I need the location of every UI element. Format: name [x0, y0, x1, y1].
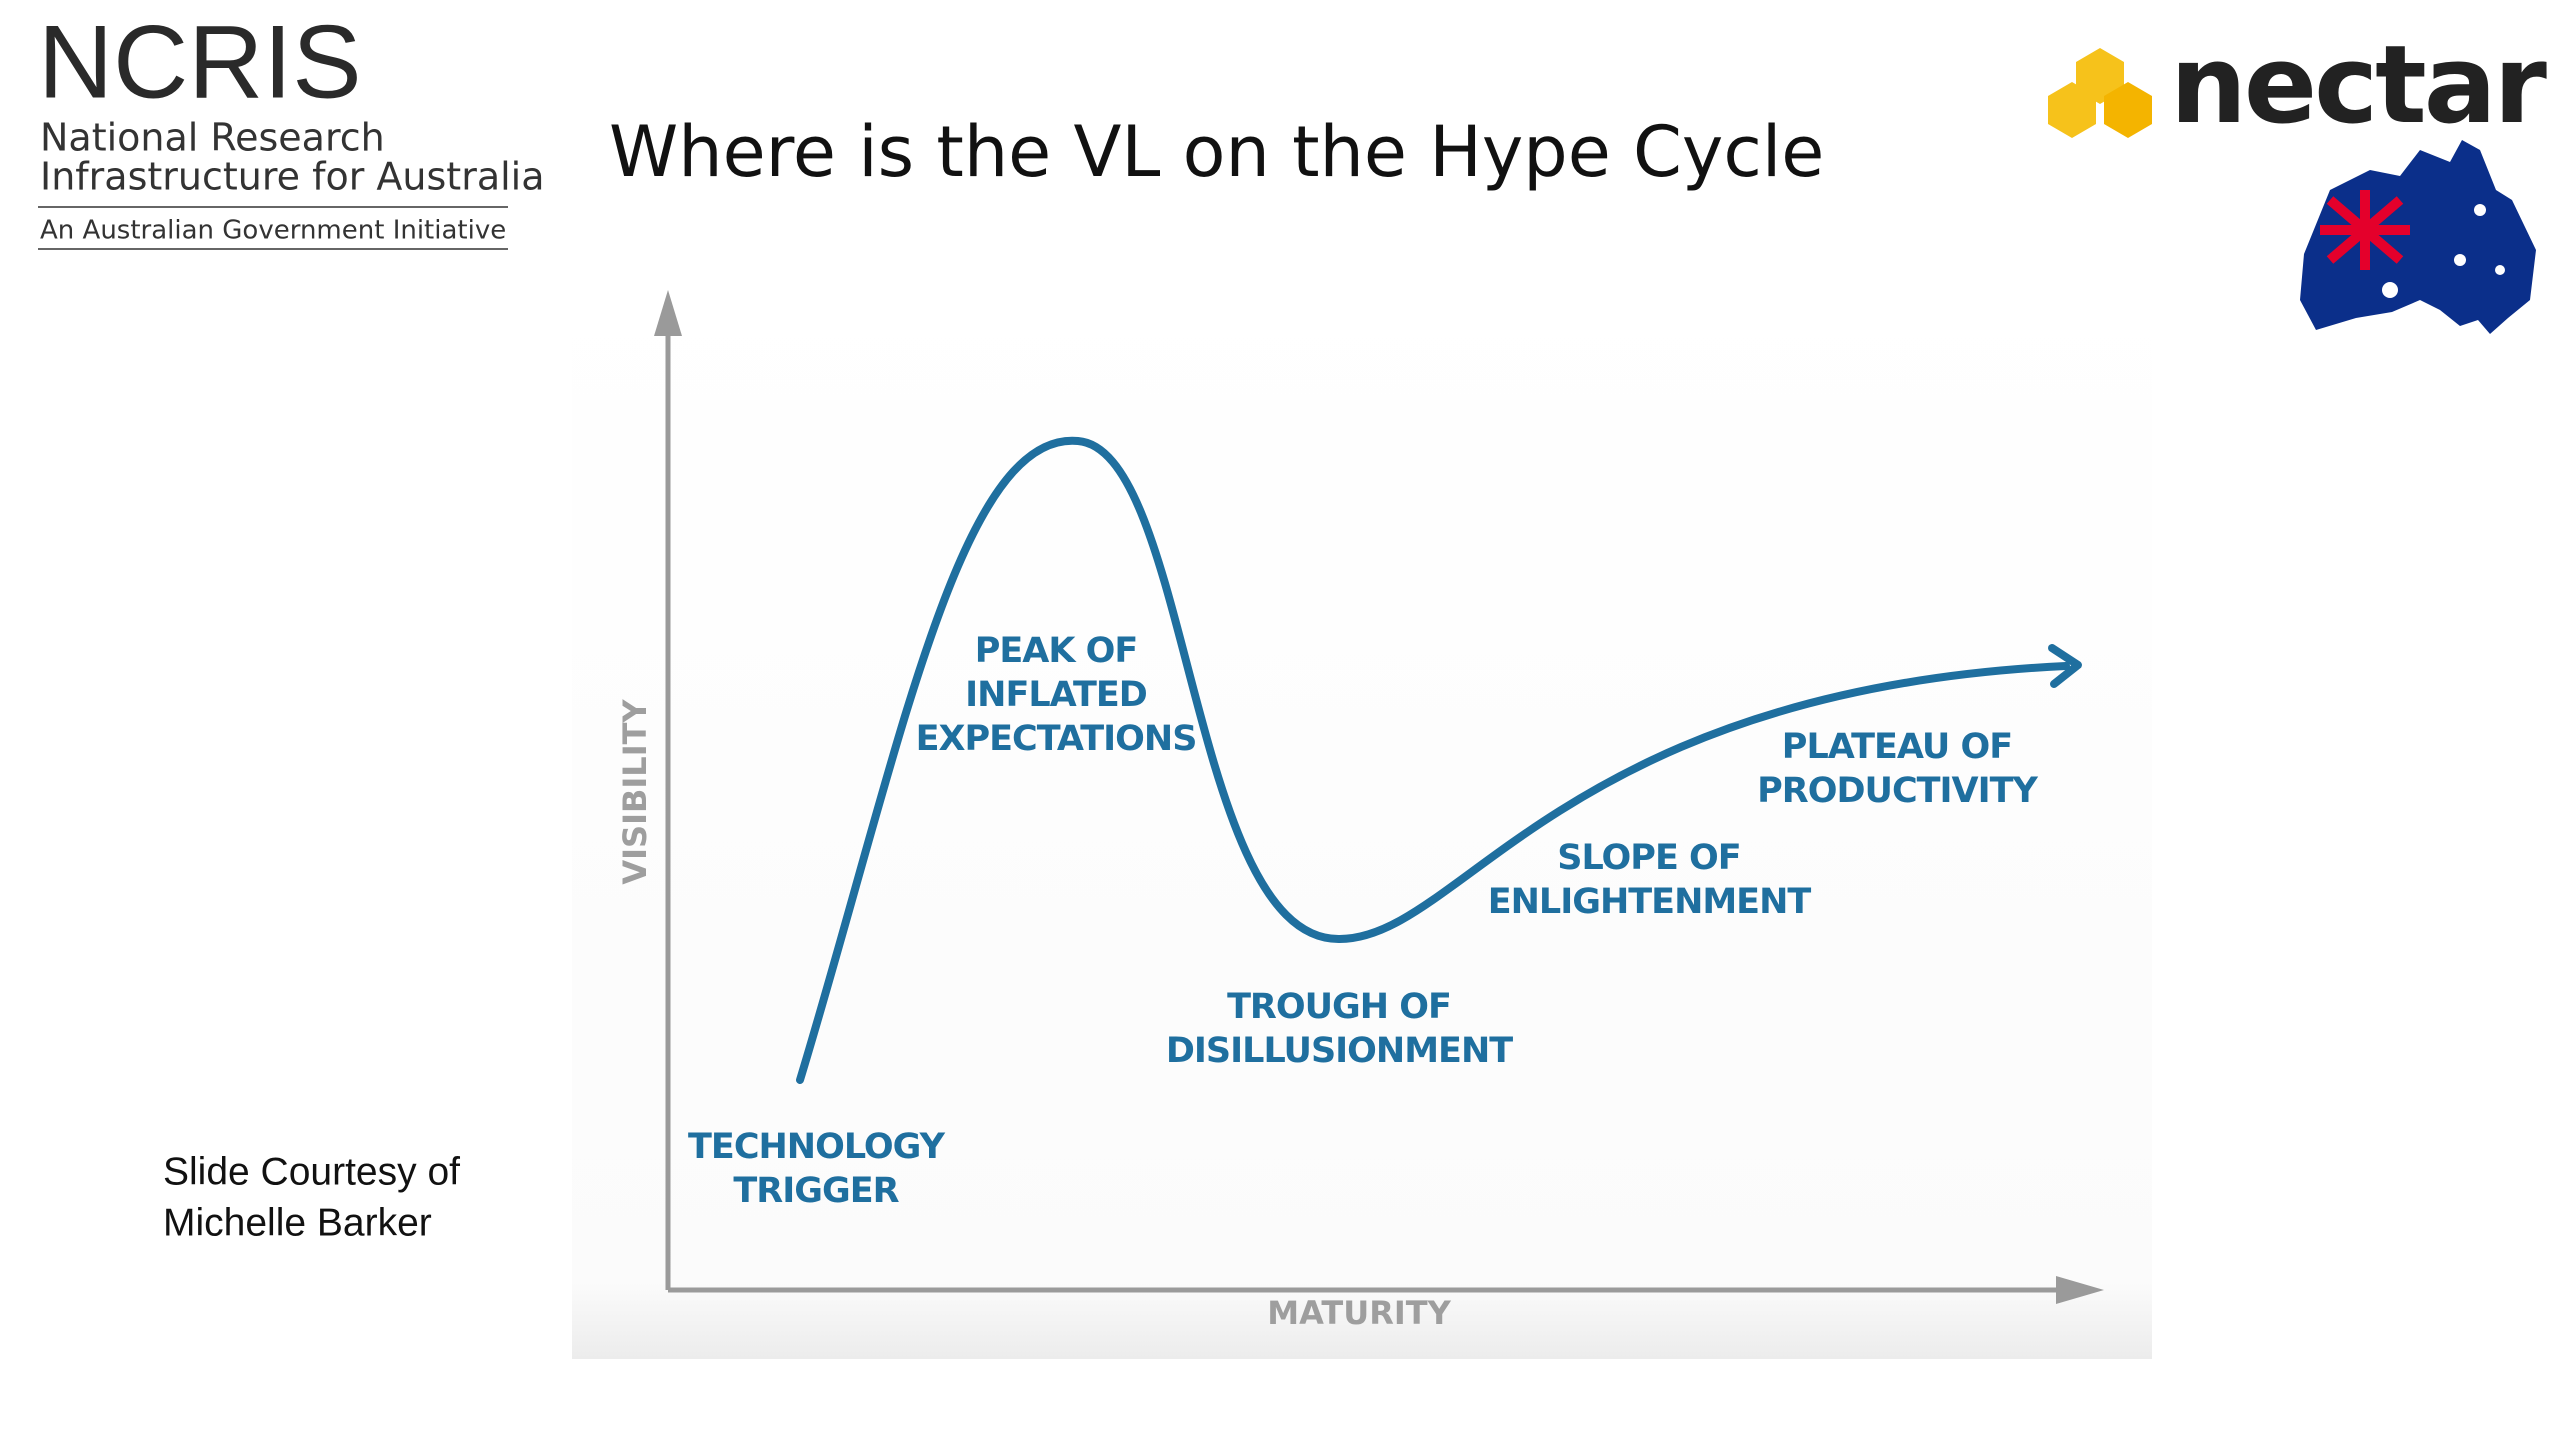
ncris-tagline: An Australian Government Initiative — [40, 216, 506, 246]
credit-line: Michelle Barker — [163, 1201, 432, 1244]
x-axis-arrow — [2056, 1276, 2104, 1304]
phase-label: DISILLUSIONMENT — [1166, 1031, 1513, 1071]
phase-label: PLATEAU OF — [1782, 727, 2012, 767]
phase-label: INFLATED — [965, 675, 1147, 715]
australia-flag-map — [2300, 140, 2536, 334]
y-axis-arrow — [654, 290, 682, 336]
nectar-hexagons — [2048, 48, 2152, 138]
phase-label: EXPECTATIONS — [916, 719, 1197, 759]
phase-label: ENLIGHTENMENT — [1488, 882, 1812, 922]
phase-label: TECHNOLOGY — [688, 1127, 946, 1167]
y-axis-label: VISIBILITY — [616, 699, 654, 885]
diagram-panel — [572, 270, 2152, 1359]
curve-arrow — [2048, 644, 2082, 688]
phase-label: TROUGH OF — [1227, 987, 1451, 1027]
phase-label: PEAK OF — [975, 631, 1138, 671]
nectar-logo: nectar — [2170, 23, 2547, 148]
credit-line: Slide Courtesy of — [163, 1150, 460, 1193]
phase-label: SLOPE OF — [1557, 838, 1740, 878]
slide-title: Where is the VL on the Hype Cycle — [609, 111, 1824, 193]
ncris-line: National Research — [40, 116, 385, 160]
phase-label: PRODUCTIVITY — [1757, 771, 2038, 811]
phase-label: TRIGGER — [733, 1171, 899, 1211]
hype-curve — [796, 436, 2070, 1084]
x-axis-label: MATURITY — [1267, 1294, 1451, 1332]
ncris-line: Infrastructure for Australia — [40, 155, 545, 199]
axes — [665, 310, 2080, 1293]
ncris-logo: NCRIS — [38, 4, 362, 120]
